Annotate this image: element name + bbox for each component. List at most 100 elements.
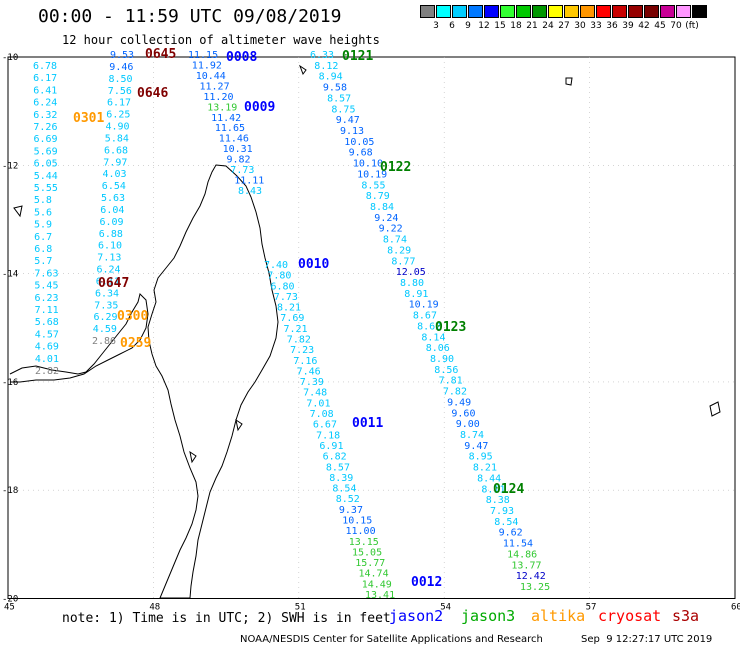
swh-reading: 5.68 xyxy=(35,317,59,328)
swh-reading: 7.80 xyxy=(267,271,291,282)
legend-swatch xyxy=(420,5,435,18)
swh-reading: 15.77 xyxy=(355,558,385,569)
swh-reading: 9.53 xyxy=(110,50,134,61)
swh-reading: 6.05 xyxy=(34,159,58,170)
swh-reading: 8.84 xyxy=(370,202,394,213)
swh-reading: 7.48 xyxy=(303,388,327,399)
swh-reading: 4.57 xyxy=(35,329,59,340)
latitude-label: -14 xyxy=(2,270,18,280)
swh-reading: 11.46 xyxy=(219,134,249,145)
swh-reading: 11.54 xyxy=(503,539,533,550)
swh-reading: 8.50 xyxy=(109,74,133,85)
swh-reading: 7.63 xyxy=(34,268,58,279)
swh-reading: 11.20 xyxy=(203,92,233,103)
map-title: 00:00 - 11:59 UTC 09/08/2019 xyxy=(38,6,342,27)
swh-reading: 13.19 xyxy=(207,102,237,113)
swh-reading: 9.47 xyxy=(464,441,488,452)
swh-reading: 12.42 xyxy=(516,571,546,582)
legend-swatch xyxy=(644,5,659,18)
pass-label-0011: 0011 xyxy=(352,416,383,431)
swh-reading: 8.77 xyxy=(391,256,415,267)
pass-label-0259: 0259 xyxy=(120,336,151,351)
swh-reading: 4.01 xyxy=(35,354,59,365)
swh-reading: 6.41 xyxy=(33,85,57,96)
swh-reading: 6.17 xyxy=(107,98,131,109)
legend-swatch xyxy=(436,5,451,18)
swh-reading: 5.7 xyxy=(34,256,52,267)
swh-reading: 5.9 xyxy=(34,220,52,231)
latitude-label: -10 xyxy=(2,53,18,63)
pass-label-0121: 0121 xyxy=(342,49,373,64)
mauritius-island xyxy=(709,401,721,417)
swh-reading: 8.52 xyxy=(336,494,360,505)
swh-reading: 7.16 xyxy=(293,356,317,367)
swh-reading: 8.12 xyxy=(314,61,338,72)
swh-reading: 9.82 xyxy=(227,155,251,166)
swh-reading: 8.94 xyxy=(319,72,343,83)
swh-reading: 8.11 xyxy=(481,484,505,495)
legend-swatch xyxy=(532,5,547,18)
legend-swatch xyxy=(564,5,579,18)
swh-reading: 7.46 xyxy=(297,367,321,378)
comoros-island xyxy=(13,205,23,218)
swh-reading: 8.14 xyxy=(421,332,445,343)
swh-reading: 13.15 xyxy=(349,537,379,548)
swh-reading: 7.82 xyxy=(443,387,467,398)
swh-reading: 10.31 xyxy=(223,144,253,155)
legend-label: 15 xyxy=(494,21,506,31)
swh-reading: 14.74 xyxy=(359,569,389,580)
legend-swatch xyxy=(596,5,611,18)
longitude-label: 48 xyxy=(149,603,160,613)
swh-reading: 7.93 xyxy=(490,506,514,517)
legend-swatch xyxy=(580,5,595,18)
swh-reading: 6.09 xyxy=(100,217,124,228)
swh-reading: 6.24 xyxy=(33,98,57,109)
swh-reading: 5.55 xyxy=(34,183,58,194)
latitude-label: -20 xyxy=(2,595,18,605)
coastal-island xyxy=(189,450,197,464)
swh-reading: 7.40 xyxy=(264,260,288,271)
swh-reading: 5.84 xyxy=(105,133,129,144)
swh-reading: 8.74 xyxy=(383,235,407,246)
legend-label: 33 xyxy=(590,21,602,31)
swh-reading: 9.24 xyxy=(374,213,398,224)
swh-reading: 6.7 xyxy=(34,232,52,243)
pass-label-0646: 0646 xyxy=(137,86,168,101)
swh-reading: 8.74 xyxy=(460,430,484,441)
legend-label: 21 xyxy=(526,21,538,31)
african-coastline xyxy=(9,293,149,383)
swh-reading: 14.86 xyxy=(507,549,537,560)
swh-reading: 9.00 xyxy=(456,419,480,430)
swh-reading: 6.82 xyxy=(323,452,347,463)
legend-label: 27 xyxy=(558,21,570,31)
swh-reading: 9.49 xyxy=(447,397,471,408)
swh-reading: 4.69 xyxy=(35,342,59,353)
pass-label-0123: 0123 xyxy=(435,320,466,335)
swh-reading: 14.49 xyxy=(362,579,392,590)
legend-swatch xyxy=(484,5,499,18)
swh-reading: 6.25 xyxy=(106,110,130,121)
longitude-label: 45 xyxy=(4,603,15,613)
longitude-label: 51 xyxy=(295,603,306,613)
pass-label-0010: 0010 xyxy=(298,257,329,272)
satellite-s3a: s3a xyxy=(672,607,700,625)
swh-reading: 8.75 xyxy=(331,104,355,115)
swh-reading: 8.80 xyxy=(400,278,424,289)
swh-reading: 8.54 xyxy=(332,484,356,495)
swh-reading: 10.05 xyxy=(344,137,374,148)
legend-swatch xyxy=(452,5,467,18)
swh-reading: 8.21 xyxy=(473,463,497,474)
swh-reading: 7.56 xyxy=(108,86,132,97)
swh-reading: 8.91 xyxy=(404,289,428,300)
swh-reading: 8.06 xyxy=(426,343,450,354)
swh-reading: 7.08 xyxy=(310,409,334,420)
madagascar-coastline xyxy=(147,164,279,599)
swh-reading: 8.38 xyxy=(486,495,510,506)
swh-reading: 6.78 xyxy=(33,61,57,72)
pass-label-0009: 0009 xyxy=(244,100,275,115)
swh-reading: 6.33 xyxy=(310,50,334,61)
swh-reading: 7.73 xyxy=(230,165,254,176)
swh-reading: 10.10 xyxy=(353,159,383,170)
satellite-jason3: jason3 xyxy=(461,607,516,625)
swh-reading: 6.04 xyxy=(100,205,124,216)
